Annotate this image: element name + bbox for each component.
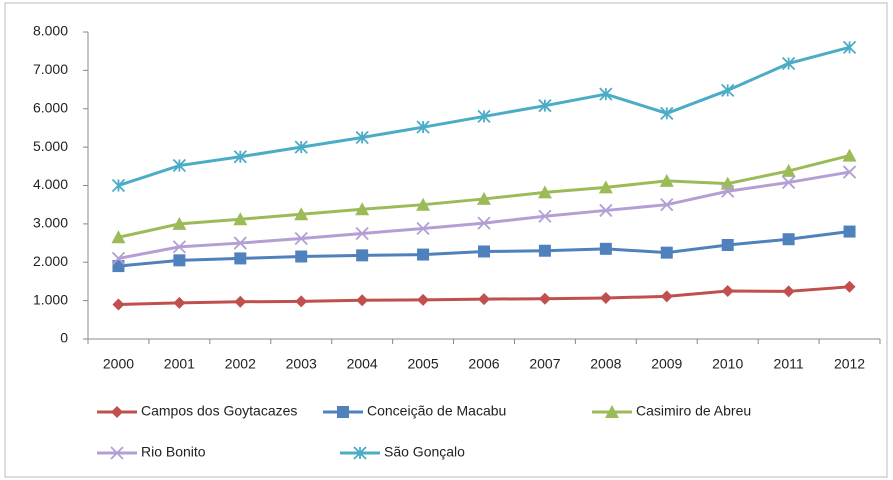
x-tick-label: 2012 bbox=[834, 356, 865, 372]
marker bbox=[294, 231, 308, 246]
marker bbox=[356, 294, 369, 307]
x-tick-label: 2002 bbox=[225, 356, 256, 372]
marker bbox=[294, 140, 308, 154]
marker bbox=[599, 203, 613, 218]
marker bbox=[353, 446, 367, 460]
marker bbox=[660, 246, 673, 259]
marker bbox=[721, 285, 734, 298]
marker bbox=[416, 221, 430, 236]
marker bbox=[417, 293, 430, 306]
marker bbox=[172, 240, 187, 254]
x-tick-label: 2000 bbox=[103, 356, 134, 372]
legend-label: Rio Bonito bbox=[141, 444, 206, 460]
marker bbox=[782, 233, 795, 246]
marker bbox=[721, 83, 735, 97]
marker bbox=[233, 236, 247, 250]
marker bbox=[478, 293, 490, 306]
marker bbox=[295, 295, 308, 308]
marker bbox=[599, 291, 612, 304]
marker bbox=[843, 280, 856, 293]
marker bbox=[112, 260, 125, 273]
marker bbox=[660, 290, 673, 303]
marker bbox=[842, 148, 857, 162]
x-tick-label: 2010 bbox=[712, 356, 743, 372]
marker bbox=[720, 176, 735, 190]
marker bbox=[660, 106, 674, 120]
marker bbox=[721, 184, 735, 198]
marker bbox=[111, 178, 126, 193]
legend-label: Conceição de Macabu bbox=[367, 403, 506, 419]
marker bbox=[417, 248, 430, 261]
x-tick-label: 2004 bbox=[347, 356, 378, 372]
marker bbox=[842, 40, 857, 54]
y-tick-label: 0 bbox=[60, 330, 68, 346]
marker bbox=[538, 209, 552, 223]
marker bbox=[233, 150, 247, 164]
marker bbox=[172, 216, 187, 230]
legend-label: Casimiro de Abreu bbox=[636, 403, 751, 419]
marker bbox=[172, 158, 187, 173]
x-tick-label: 2011 bbox=[774, 356, 804, 372]
marker bbox=[355, 130, 369, 145]
marker bbox=[173, 254, 186, 267]
marker bbox=[478, 245, 490, 258]
marker bbox=[599, 242, 612, 255]
marker bbox=[537, 185, 552, 199]
marker bbox=[843, 225, 856, 238]
y-tick-label: 8.000 bbox=[33, 23, 68, 39]
marker bbox=[477, 216, 491, 230]
marker bbox=[538, 99, 552, 113]
marker bbox=[538, 292, 551, 305]
marker bbox=[234, 252, 247, 265]
marker bbox=[782, 285, 795, 298]
marker bbox=[295, 250, 308, 263]
marker bbox=[477, 109, 491, 124]
marker bbox=[781, 56, 796, 71]
y-tick-label: 7.000 bbox=[33, 61, 68, 77]
marker bbox=[781, 163, 796, 177]
y-tick-label: 5.000 bbox=[33, 138, 68, 154]
y-tick-label: 1.000 bbox=[33, 291, 68, 307]
x-tick-label: 2006 bbox=[468, 356, 499, 372]
x-tick-label: 2008 bbox=[590, 356, 621, 372]
marker bbox=[173, 296, 186, 309]
marker bbox=[842, 165, 857, 179]
marker bbox=[599, 87, 613, 101]
marker bbox=[660, 198, 674, 212]
marker bbox=[356, 249, 369, 262]
marker bbox=[477, 191, 491, 205]
legend-label: São Gonçalo bbox=[384, 444, 465, 460]
marker bbox=[605, 405, 619, 418]
marker bbox=[111, 406, 123, 418]
marker bbox=[355, 226, 369, 241]
marker bbox=[110, 446, 124, 460]
marker bbox=[111, 230, 126, 244]
marker bbox=[416, 197, 431, 211]
y-tick-label: 3.000 bbox=[33, 215, 68, 231]
marker bbox=[721, 238, 734, 251]
marker bbox=[659, 173, 674, 187]
x-tick-label: 2001 bbox=[164, 356, 195, 372]
marker bbox=[234, 295, 247, 308]
marker bbox=[598, 180, 613, 194]
marker bbox=[294, 207, 309, 221]
x-tick-label: 2007 bbox=[529, 356, 560, 372]
y-tick-label: 6.000 bbox=[33, 99, 68, 115]
y-tick-label: 2.000 bbox=[33, 253, 68, 269]
legend-label: Campos dos Goytacazes bbox=[141, 403, 297, 419]
x-tick-label: 2003 bbox=[286, 356, 317, 372]
marker bbox=[538, 244, 551, 257]
y-tick-label: 4.000 bbox=[33, 176, 68, 192]
marker bbox=[355, 202, 370, 216]
x-tick-label: 2005 bbox=[407, 356, 438, 372]
marker bbox=[337, 406, 349, 418]
marker bbox=[781, 175, 796, 190]
marker bbox=[112, 298, 125, 311]
x-tick-label: 2009 bbox=[651, 356, 682, 372]
chart-border bbox=[4, 2, 888, 478]
marker bbox=[233, 212, 248, 226]
marker bbox=[111, 251, 126, 266]
marker bbox=[416, 120, 430, 134]
